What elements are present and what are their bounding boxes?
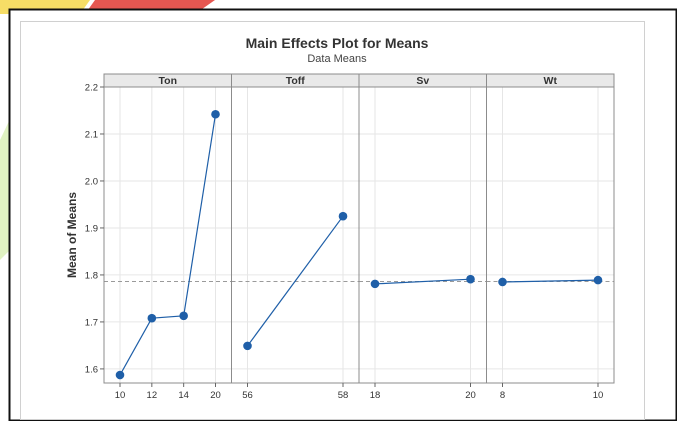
panel-label-sv: Sv [416, 75, 429, 87]
data-point-ton [179, 311, 188, 321]
y-tick-label: 2.2 [85, 83, 98, 94]
data-point-ton [115, 370, 125, 380]
panel-frame-wt [486, 86, 615, 384]
data-point-ton [211, 109, 220, 119]
x-tick-label: 20 [465, 390, 476, 401]
x-tick-label: 56 [242, 390, 253, 401]
x-tick-label: 58 [338, 390, 349, 401]
chart-title: Main Effects Plot for Means [246, 35, 429, 51]
x-tick-label: 14 [178, 390, 189, 401]
x-tick-label: 10 [115, 390, 126, 401]
series-line-toff [247, 215, 344, 347]
y-axis-label: Mean of Means [65, 192, 79, 278]
y-tick-label: 1.8 [85, 270, 98, 281]
series-line-ton [119, 114, 217, 376]
panel-label-ton: Ton [159, 75, 177, 87]
y-tick-layer: 1.6 1.7 1.8 1.9 2.0 2.1 2.2 [85, 83, 104, 375]
data-point-toff [338, 211, 348, 221]
y-tick-label: 2.0 [85, 176, 98, 187]
plot-frame-layer [103, 86, 615, 384]
series-line-wt [502, 279, 599, 283]
panel-label-wt: Wt [544, 75, 558, 87]
data-point-ton [147, 313, 157, 323]
x-tick-label: 12 [147, 390, 158, 401]
chart-subtitle: Data Means [307, 53, 367, 65]
x-tick-label: 20 [210, 390, 221, 401]
data-point-wt [498, 277, 507, 287]
panel-strip-layer: Ton Toff Sv Wt [103, 73, 615, 88]
x-tick-label: 18 [370, 390, 381, 401]
series-line-sv [374, 278, 471, 285]
y-tick-label: 1.9 [85, 223, 98, 234]
series-layer [115, 109, 603, 380]
y-tick-label: 1.6 [85, 364, 98, 375]
data-point-wt [593, 275, 603, 285]
inner-frame [20, 21, 645, 420]
data-point-sv [370, 279, 380, 289]
data-point-sv [466, 274, 475, 284]
x-tick-label: 8 [500, 390, 505, 401]
data-point-toff [243, 341, 252, 351]
panel-label-toff: Toff [286, 75, 306, 87]
y-tick-label: 2.1 [85, 129, 98, 140]
x-tick-label: 10 [593, 390, 604, 401]
y-tick-label: 1.7 [85, 317, 98, 328]
x-tick-layer: 10 12 14 20 56 58 18 20 8 10 [115, 383, 604, 401]
